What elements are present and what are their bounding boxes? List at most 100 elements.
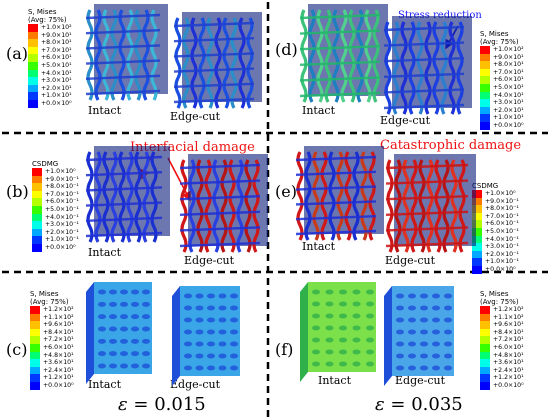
legend-row: +1.0×10² xyxy=(28,24,72,32)
legend-value: +8.0×10¹ xyxy=(493,61,524,69)
legend-swatch xyxy=(30,313,40,322)
legend-value: +5.0×10⁻¹ xyxy=(485,227,519,235)
legend-value: +8.0×10⁻¹ xyxy=(485,205,519,213)
legend-value: +7.0×10¹ xyxy=(493,68,524,76)
legend-swatch xyxy=(480,53,490,62)
panel-label-c: (c) xyxy=(6,340,28,359)
legend-value: +1.2×10¹ xyxy=(493,374,524,382)
legend-value: +1.0×10⁰ xyxy=(45,168,76,175)
legend-swatch xyxy=(480,306,490,314)
legend-value: +8.0×10⁻¹ xyxy=(45,183,79,191)
legend-swatch xyxy=(480,328,490,337)
legend-swatch xyxy=(28,46,38,55)
legend-row: +8.0×10¹ xyxy=(28,39,72,47)
legend-row: +7.2×10¹ xyxy=(480,336,524,344)
legend-row: +5.0×10¹ xyxy=(28,61,72,70)
legend-swatch xyxy=(472,235,482,244)
legend-row: +9.0×10⁻¹ xyxy=(472,197,519,206)
legend-row: +0.0×10⁰ xyxy=(480,121,524,130)
legend-value: +2.0×10⁻¹ xyxy=(485,250,519,258)
legend-swatch xyxy=(28,61,38,70)
legend-swatch xyxy=(28,24,38,32)
legend-value: +5.0×10¹ xyxy=(493,83,524,91)
legend-row: +0.0×10⁰ xyxy=(32,243,79,252)
legend-row: +1.0×10¹ xyxy=(480,114,524,122)
legend-swatch xyxy=(28,99,38,108)
legend-value: +4.0×10¹ xyxy=(493,91,524,99)
legend-title: S, Mises xyxy=(480,290,509,298)
legend-title: CSDMG xyxy=(472,182,499,190)
legend-value: +1.0×10² xyxy=(493,46,524,53)
legend-swatch xyxy=(480,321,490,329)
legend-value: +1.0×10¹ xyxy=(41,92,72,100)
legend-swatch xyxy=(30,328,40,337)
legend-value: +0.0×10⁰ xyxy=(45,243,76,251)
legend-value: +1.2×10² xyxy=(43,306,74,313)
legend-value: +6.0×10⁻¹ xyxy=(45,198,79,206)
legend-row: +6.0×10¹ xyxy=(28,54,72,62)
strain-label-left: ε = 0.015 xyxy=(118,394,206,415)
legend-swatch xyxy=(472,243,482,251)
legend-value: +7.0×10⁻¹ xyxy=(485,212,519,220)
legend-row: +4.0×10⁻¹ xyxy=(472,235,519,244)
legend-swatch xyxy=(28,77,38,85)
legend-row: +9.0×10¹ xyxy=(480,53,524,62)
legend-value: +9.6×10¹ xyxy=(43,321,74,329)
legend-value: +0.0×10⁰ xyxy=(493,121,524,129)
legend-swatch xyxy=(480,374,490,382)
legend-value: +7.0×10¹ xyxy=(41,46,72,54)
caption-edgecut-c: Edge-cut xyxy=(170,378,221,391)
legend-value: +2.0×10¹ xyxy=(493,106,524,114)
weave-intact-e xyxy=(295,146,384,241)
legend-row: +4.0×10¹ xyxy=(480,91,524,100)
legend-row: +1.2×10¹ xyxy=(480,374,524,382)
legend-value: +1.0×10² xyxy=(41,24,72,31)
strain-label-right: ε = 0.035 xyxy=(375,394,463,415)
legend-swatch xyxy=(472,190,482,198)
legend-row: +1.0×10¹ xyxy=(28,92,72,100)
weave-intact-a xyxy=(85,4,168,101)
legend-row: +0.0×10⁰ xyxy=(480,381,524,390)
legend-row: +1.2×10² xyxy=(480,306,524,314)
legend-value: +9.6×10¹ xyxy=(493,321,524,329)
caption-edgecut-d: Edge-cut xyxy=(380,114,431,127)
legend-value: +3.6×10¹ xyxy=(43,359,74,367)
legend-swatch xyxy=(480,313,490,322)
legend-value: +3.0×10⁻¹ xyxy=(485,243,519,251)
legend-swatch xyxy=(28,31,38,40)
legend-row: +8.0×10⁻¹ xyxy=(472,205,519,213)
legend-value: +5.0×10⁻¹ xyxy=(45,205,79,213)
legend-value: +4.8×10¹ xyxy=(493,351,524,359)
legend-row: +3.0×10⁻¹ xyxy=(32,221,79,229)
legend-value: +1.2×10² xyxy=(493,306,524,313)
csdmg-legend-e: CSDMG +1.0×10⁰ +9.0×10⁻¹ +8.0×10⁻¹ +7.0×10⁻¹… xyxy=(472,182,519,274)
caption-edgecut-f: Edge-cut xyxy=(395,374,446,387)
legend-row: +9.0×10⁻¹ xyxy=(32,175,79,184)
legend-row: +0.0×10⁰ xyxy=(30,381,74,390)
mises-legend-f: S, Mises (Avg: 75%) +1.2×10² +1.1×10² +9.6×1… xyxy=(480,290,524,390)
legend-row: +6.0×10¹ xyxy=(480,343,524,352)
legend-swatch xyxy=(480,106,490,115)
legend-value: +0.0×10⁰ xyxy=(485,265,516,273)
legend-swatch xyxy=(32,175,42,184)
legend-value: +6.0×10⁻¹ xyxy=(485,220,519,228)
legend-swatch xyxy=(480,336,490,344)
caption-intact-f: Intact xyxy=(318,374,351,387)
mises-legend-a: S, Mises (Avg: 75%) +1.0×10² +9.0×10¹ +8.0×1… xyxy=(28,8,72,108)
legend-value: +3.6×10¹ xyxy=(493,359,524,367)
legend-swatch xyxy=(472,220,482,228)
legend-value: +9.0×10¹ xyxy=(41,31,72,39)
legend-swatch xyxy=(30,351,40,360)
legend-swatch xyxy=(472,212,482,221)
weave-edgecut-a xyxy=(173,12,262,109)
weave-intact-d xyxy=(299,4,388,103)
legend-swatch xyxy=(32,236,42,244)
legend-value: +1.0×10⁰ xyxy=(485,190,516,197)
legend-value: +2.4×10¹ xyxy=(493,366,524,374)
caption-intact-e: Intact xyxy=(302,240,335,253)
legend-row: +2.0×10⁻¹ xyxy=(32,228,79,237)
legend-swatch xyxy=(32,190,42,199)
legend-row: +8.4×10¹ xyxy=(480,328,524,337)
legend-row: +3.0×10⁻¹ xyxy=(472,243,519,251)
